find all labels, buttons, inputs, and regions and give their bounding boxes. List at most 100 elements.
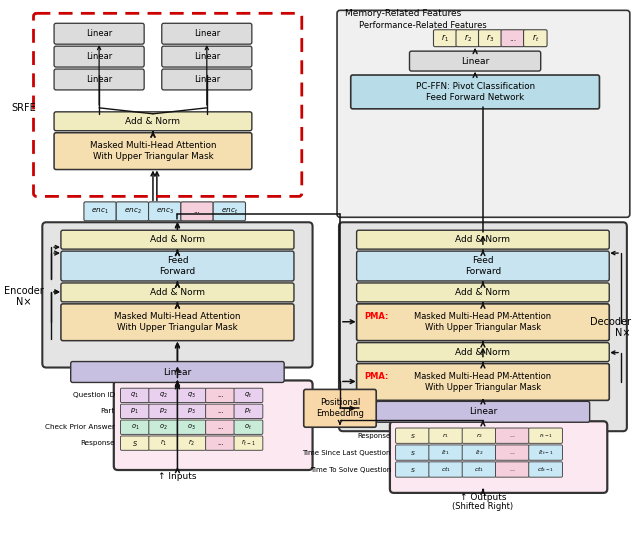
FancyBboxPatch shape bbox=[149, 420, 178, 435]
Text: Linear: Linear bbox=[194, 52, 220, 61]
Text: $o_t$: $o_t$ bbox=[244, 423, 252, 432]
FancyBboxPatch shape bbox=[495, 445, 529, 460]
Text: PC-FFN: Pivot Classification
Feed Forward Network: PC-FFN: Pivot Classification Feed Forwar… bbox=[415, 82, 534, 102]
FancyBboxPatch shape bbox=[356, 342, 609, 362]
Text: ...: ... bbox=[217, 392, 223, 398]
Text: $ct_1$: $ct_1$ bbox=[440, 465, 451, 474]
FancyBboxPatch shape bbox=[234, 404, 263, 419]
FancyBboxPatch shape bbox=[356, 363, 609, 401]
FancyBboxPatch shape bbox=[61, 230, 294, 249]
FancyBboxPatch shape bbox=[356, 251, 609, 281]
FancyBboxPatch shape bbox=[429, 462, 463, 477]
FancyBboxPatch shape bbox=[148, 202, 181, 221]
FancyBboxPatch shape bbox=[524, 30, 547, 47]
FancyBboxPatch shape bbox=[462, 462, 496, 477]
FancyBboxPatch shape bbox=[177, 436, 206, 450]
Text: $lt_2$: $lt_2$ bbox=[475, 448, 483, 457]
Text: $o_2$: $o_2$ bbox=[159, 423, 168, 432]
Text: $lt_1$: $lt_1$ bbox=[442, 448, 450, 457]
Text: Masked Multi-Head PM-Attention
With Upper Triangular Mask: Masked Multi-Head PM-Attention With Uppe… bbox=[414, 312, 552, 332]
FancyBboxPatch shape bbox=[529, 428, 563, 443]
FancyBboxPatch shape bbox=[181, 202, 213, 221]
Text: $p_1$: $p_1$ bbox=[131, 407, 140, 416]
FancyBboxPatch shape bbox=[529, 445, 563, 460]
FancyBboxPatch shape bbox=[462, 445, 496, 460]
Text: ...: ... bbox=[509, 33, 516, 43]
Text: $q_1$: $q_1$ bbox=[131, 391, 140, 400]
FancyBboxPatch shape bbox=[116, 202, 148, 221]
FancyBboxPatch shape bbox=[429, 428, 463, 443]
Text: $r_2$: $r_2$ bbox=[188, 438, 195, 448]
Text: $S$: $S$ bbox=[410, 432, 415, 439]
Text: ...: ... bbox=[217, 440, 223, 446]
FancyBboxPatch shape bbox=[149, 436, 178, 450]
Text: $enc_1$: $enc_1$ bbox=[92, 207, 109, 216]
Text: $p_t$: $p_t$ bbox=[244, 407, 253, 416]
FancyBboxPatch shape bbox=[120, 404, 149, 419]
Text: Add & Norm: Add & Norm bbox=[150, 235, 205, 244]
Text: Question ID: Question ID bbox=[72, 392, 115, 398]
FancyBboxPatch shape bbox=[479, 30, 502, 47]
FancyBboxPatch shape bbox=[410, 51, 541, 71]
Text: ↑ Inputs: ↑ Inputs bbox=[158, 472, 196, 481]
Text: Masked Multi-Head Attention
With Upper Triangular Mask: Masked Multi-Head Attention With Upper T… bbox=[114, 312, 241, 332]
FancyBboxPatch shape bbox=[339, 222, 627, 431]
Text: (Shifted Right): (Shifted Right) bbox=[452, 502, 513, 511]
Text: $o_1$: $o_1$ bbox=[131, 423, 139, 432]
FancyBboxPatch shape bbox=[205, 436, 234, 450]
Text: $p_2$: $p_2$ bbox=[159, 407, 168, 416]
Text: Time To Solve Question: Time To Solve Question bbox=[310, 466, 391, 472]
FancyBboxPatch shape bbox=[54, 69, 144, 90]
FancyBboxPatch shape bbox=[177, 420, 206, 435]
Text: ...: ... bbox=[509, 433, 515, 438]
FancyBboxPatch shape bbox=[396, 445, 429, 460]
Text: Feed
Forward: Feed Forward bbox=[465, 256, 501, 276]
FancyBboxPatch shape bbox=[337, 10, 630, 218]
FancyBboxPatch shape bbox=[356, 283, 609, 302]
Text: $r_2$: $r_2$ bbox=[464, 32, 472, 44]
Text: Masked Multi-Head PM-Attention
With Upper Triangular Mask: Masked Multi-Head PM-Attention With Uppe… bbox=[414, 372, 552, 392]
Text: $r_2$: $r_2$ bbox=[476, 431, 483, 440]
Text: $enc_t$: $enc_t$ bbox=[221, 207, 238, 216]
Text: $r_1$: $r_1$ bbox=[441, 32, 449, 44]
FancyBboxPatch shape bbox=[61, 251, 294, 281]
FancyBboxPatch shape bbox=[495, 462, 529, 477]
Text: Response: Response bbox=[80, 440, 115, 446]
FancyBboxPatch shape bbox=[120, 388, 149, 403]
Text: ↑ Outputs: ↑ Outputs bbox=[460, 493, 506, 502]
FancyBboxPatch shape bbox=[42, 222, 312, 368]
Text: $ct_{t-1}$: $ct_{t-1}$ bbox=[537, 465, 554, 474]
Text: N×: N× bbox=[615, 328, 631, 338]
Text: SRFE: SRFE bbox=[12, 103, 36, 113]
FancyBboxPatch shape bbox=[356, 230, 609, 249]
Text: $p_3$: $p_3$ bbox=[188, 407, 196, 416]
Text: Linear: Linear bbox=[86, 29, 112, 38]
Text: Linear: Linear bbox=[86, 52, 112, 61]
Text: Time Since Last Question: Time Since Last Question bbox=[302, 449, 391, 455]
FancyBboxPatch shape bbox=[356, 304, 609, 341]
FancyBboxPatch shape bbox=[162, 23, 252, 44]
Text: $r_{t-1}$: $r_{t-1}$ bbox=[539, 431, 552, 440]
FancyBboxPatch shape bbox=[376, 401, 589, 423]
FancyBboxPatch shape bbox=[205, 388, 234, 403]
FancyBboxPatch shape bbox=[70, 362, 284, 383]
Text: $q_3$: $q_3$ bbox=[188, 391, 196, 400]
Text: Add & Norm: Add & Norm bbox=[456, 235, 511, 244]
Text: Performance-Related Features: Performance-Related Features bbox=[359, 21, 487, 30]
Text: Linear: Linear bbox=[86, 75, 112, 84]
Text: $enc_2$: $enc_2$ bbox=[124, 207, 141, 216]
Text: $r_1$: $r_1$ bbox=[159, 438, 167, 448]
FancyBboxPatch shape bbox=[396, 462, 429, 477]
FancyBboxPatch shape bbox=[61, 304, 294, 341]
Text: Response: Response bbox=[358, 433, 391, 439]
Text: Part: Part bbox=[100, 408, 115, 414]
FancyBboxPatch shape bbox=[54, 23, 144, 44]
Text: Add & Norm: Add & Norm bbox=[456, 288, 511, 297]
Text: Masked Multi-Head Attention
With Upper Triangular Mask: Masked Multi-Head Attention With Upper T… bbox=[90, 141, 216, 161]
FancyBboxPatch shape bbox=[162, 46, 252, 67]
Text: PMA:: PMA: bbox=[364, 372, 389, 380]
Text: $o_3$: $o_3$ bbox=[188, 423, 196, 432]
Text: Decoder: Decoder bbox=[590, 317, 631, 327]
FancyBboxPatch shape bbox=[429, 445, 463, 460]
Text: $S$: $S$ bbox=[410, 449, 415, 456]
